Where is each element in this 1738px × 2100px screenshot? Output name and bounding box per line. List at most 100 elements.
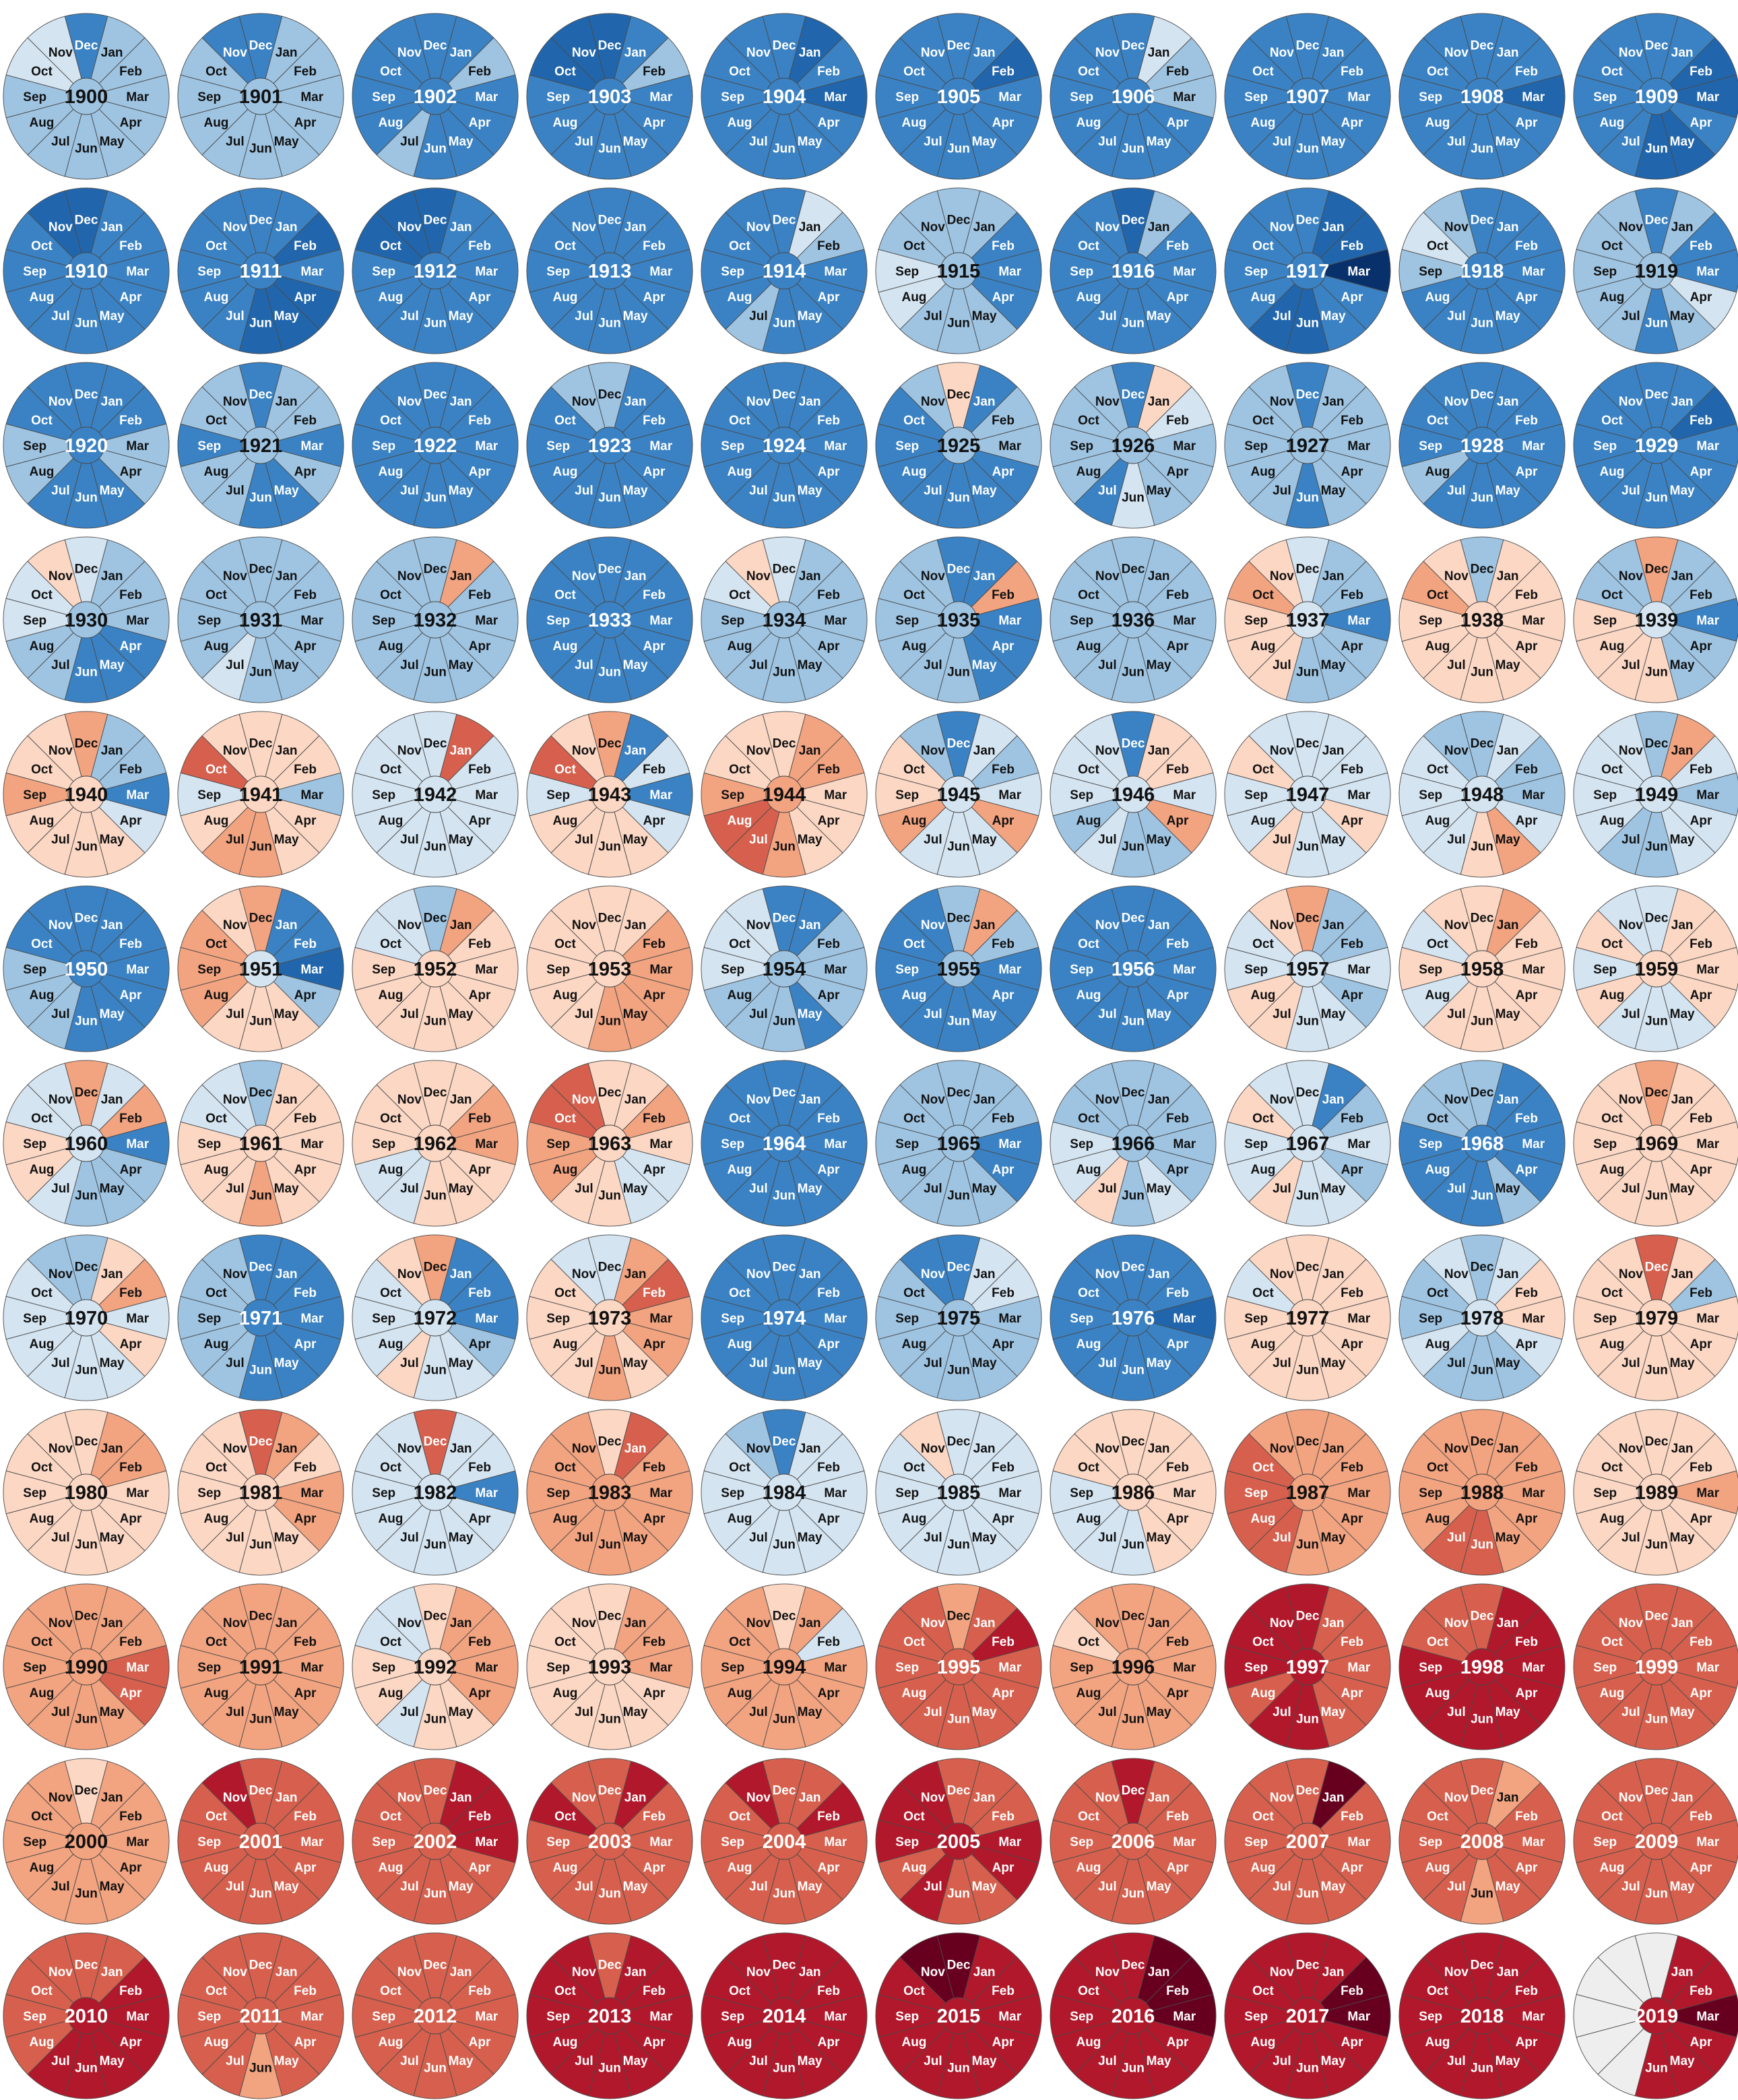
month-label: Apr: [818, 639, 840, 654]
month-label: Nov: [397, 1965, 422, 1979]
month-label: Feb: [1166, 1112, 1189, 1126]
month-label: Aug: [378, 814, 403, 828]
month-label: Oct: [205, 1984, 227, 1998]
month-label: Apr: [294, 1686, 317, 1700]
month-label: Mar: [1696, 1486, 1719, 1500]
month-label: Sep: [1244, 265, 1268, 279]
month-label: Jun: [1471, 1188, 1493, 1203]
month-label: Jul: [51, 2054, 69, 2068]
month-label: Nov: [746, 1965, 771, 1979]
month-label: Jun: [947, 2061, 970, 2075]
year-label: 1968: [1460, 1133, 1504, 1155]
month-label: May: [1670, 1531, 1695, 1545]
month-label: Aug: [1250, 814, 1275, 828]
month-label: Mar: [1522, 1835, 1545, 1849]
year-label: 1906: [1112, 86, 1155, 108]
month-label: Oct: [903, 1286, 925, 1300]
month-label: Mar: [475, 1661, 498, 1675]
month-label: Mar: [475, 265, 498, 279]
year-label: 1939: [1635, 610, 1679, 631]
month-label: Oct: [554, 1461, 576, 1475]
month-label: Nov: [397, 569, 422, 583]
year-hub: [1638, 1822, 1675, 1860]
month-label: Nov: [1270, 569, 1294, 583]
month-label: Feb: [468, 1984, 491, 1998]
month-label: Jan: [450, 46, 472, 60]
month-label: Oct: [31, 1810, 53, 1824]
month-label: Sep: [1593, 439, 1617, 453]
month-label: May: [798, 1531, 823, 1545]
month-label: Dec: [598, 912, 622, 926]
month-label: Oct: [205, 239, 227, 253]
month-label: Nov: [49, 569, 73, 583]
year-hub: [940, 77, 977, 115]
month-label: Jul: [749, 135, 767, 149]
month-label: Jan: [1671, 1442, 1694, 1456]
month-label: Jun: [598, 1712, 621, 1726]
month-label: Oct: [1252, 763, 1274, 777]
month-label: Feb: [1341, 763, 1363, 777]
month-label: Dec: [773, 1610, 796, 1624]
month-label: May: [1147, 1705, 1171, 1719]
month-label: Feb: [817, 763, 840, 777]
month-label: Apr: [469, 1686, 491, 1700]
month-label: Aug: [1250, 639, 1275, 654]
month-label: Nov: [1270, 220, 1294, 234]
month-label: Dec: [249, 1435, 273, 1449]
month-label: Jun: [947, 1014, 970, 1028]
month-label: Sep: [1593, 963, 1617, 977]
month-label: Sep: [1070, 439, 1093, 453]
month-label: Sep: [546, 963, 570, 977]
month-label: May: [972, 1007, 997, 1021]
month-label: Feb: [468, 414, 491, 428]
month-label: Aug: [1076, 465, 1101, 479]
year-hub: [67, 426, 105, 464]
month-label: Jul: [400, 135, 418, 149]
year-hub: [242, 77, 280, 115]
month-label: May: [1670, 1705, 1695, 1719]
month-label: Jul: [400, 1880, 418, 1894]
month-label: Sep: [1419, 265, 1442, 279]
month-label: Jan: [101, 1093, 123, 1107]
month-label: Dec: [424, 563, 447, 577]
month-label: Jun: [773, 141, 796, 156]
month-label: Mar: [998, 1312, 1021, 1326]
month-label: Oct: [380, 1112, 401, 1126]
year-hub: [1463, 1473, 1501, 1511]
year-label: 1986: [1112, 1482, 1155, 1504]
month-label: Feb: [1166, 1984, 1189, 1998]
month-label: Mar: [824, 1486, 847, 1500]
month-label: Nov: [1619, 1442, 1643, 1456]
month-label: Sep: [1070, 1835, 1093, 1849]
month-label: Dec: [75, 737, 98, 751]
month-label: Nov: [49, 1616, 73, 1630]
month-label: Dec: [424, 1086, 447, 1100]
month-label: Apr: [992, 290, 1015, 305]
month-label: Apr: [992, 465, 1015, 479]
month-label: May: [972, 484, 997, 498]
month-label: Aug: [29, 1337, 54, 1351]
month-label: Sep: [1070, 90, 1093, 104]
month-label: Dec: [249, 1610, 273, 1624]
month-label: Sep: [546, 1137, 570, 1151]
month-label: Nov: [1270, 395, 1294, 409]
month-label: Sep: [197, 1486, 221, 1500]
month-label: Oct: [1078, 65, 1099, 79]
month-label: Jun: [424, 1712, 447, 1726]
month-label: Sep: [1419, 788, 1442, 802]
month-label: Mar: [300, 1661, 323, 1675]
month-label: Dec: [947, 1610, 971, 1624]
year-hub: [591, 1124, 629, 1162]
month-label: Dec: [75, 563, 98, 577]
month-label: Nov: [572, 1267, 596, 1281]
month-label: Jul: [226, 1182, 244, 1196]
year-hub: [765, 601, 803, 639]
year-hub: [416, 1997, 454, 2035]
month-label: Dec: [1471, 214, 1494, 228]
month-label: Jul: [924, 2054, 942, 2068]
month-label: Mar: [475, 788, 498, 802]
month-label: Oct: [554, 239, 576, 253]
month-label: Feb: [992, 1635, 1015, 1649]
